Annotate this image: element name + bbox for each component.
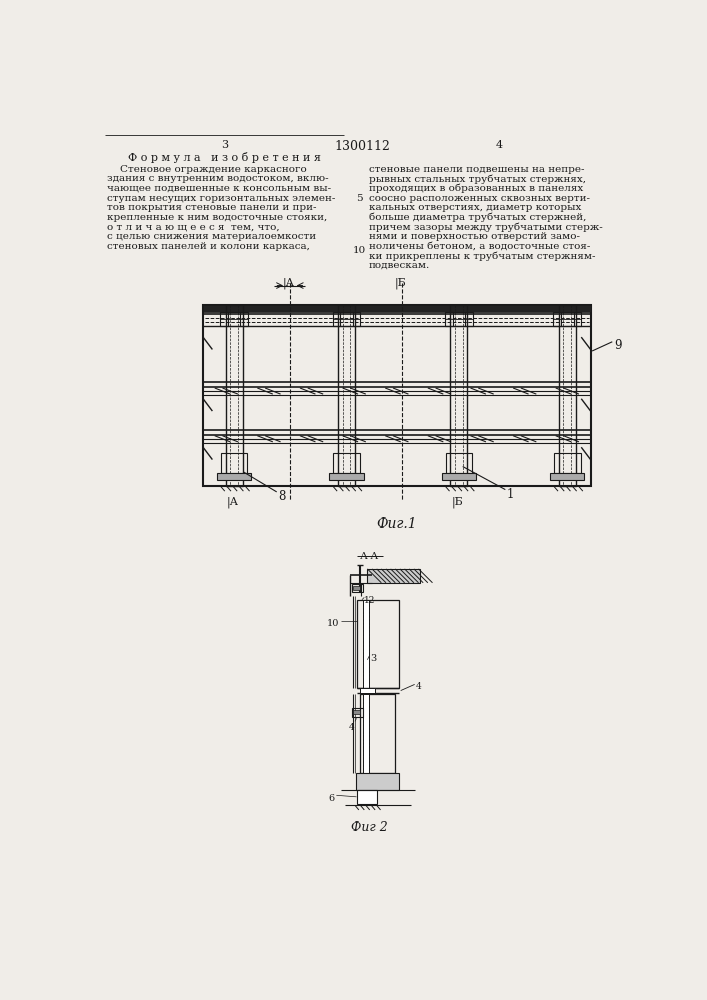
Bar — [360, 694, 395, 773]
Text: тов покрытия стеновые панели и при-: тов покрытия стеновые панели и при- — [107, 203, 317, 212]
Text: 8: 8 — [279, 490, 286, 503]
Text: кальных отверстиях, диаметр которых: кальных отверстиях, диаметр которых — [369, 203, 581, 212]
Text: соосно расположенных сквозных верти-: соосно расположенных сквозных верти- — [369, 194, 590, 203]
Text: 3: 3 — [370, 654, 377, 663]
Bar — [217, 473, 251, 480]
Text: 6: 6 — [329, 794, 335, 803]
Bar — [338, 305, 355, 486]
Bar — [356, 790, 378, 804]
Text: 3: 3 — [221, 140, 228, 150]
Bar — [368, 569, 420, 583]
Bar — [559, 305, 575, 486]
Text: 4: 4 — [349, 723, 355, 732]
Text: |А: |А — [226, 497, 238, 508]
Bar — [352, 708, 363, 717]
Bar — [329, 473, 363, 480]
Bar — [550, 473, 585, 480]
Text: здания с внутренним водостоком, вклю-: здания с внутренним водостоком, вклю- — [107, 174, 329, 183]
Bar — [220, 312, 248, 326]
Text: Фиг.1: Фиг.1 — [377, 517, 417, 531]
Text: причем зазоры между трубчатыми стерж-: причем зазоры между трубчатыми стерж- — [369, 222, 602, 232]
Text: стеновых панелей и колони каркаса,: стеновых панелей и колони каркаса, — [107, 242, 310, 251]
Bar — [354, 586, 360, 590]
Text: Стеновое ограждение каркасного: Стеновое ограждение каркасного — [107, 165, 307, 174]
Text: ки прикреплены к трубчатым стержням-: ки прикреплены к трубчатым стержням- — [369, 251, 595, 261]
Text: о т л и ч а ю щ е е с я  тем, что,: о т л и ч а ю щ е е с я тем, что, — [107, 222, 279, 231]
Text: проходящих в образованных в панелях: проходящих в образованных в панелях — [369, 184, 583, 193]
Text: 10: 10 — [353, 246, 366, 255]
Bar — [332, 312, 361, 326]
Text: 9: 9 — [614, 339, 621, 352]
Text: ноличены бетоном, а водосточные стоя-: ноличены бетоном, а водосточные стоя- — [369, 242, 590, 251]
Bar — [203, 305, 590, 486]
Text: Ф о р м у л а   и з о б р е т е н и я: Ф о р м у л а и з о б р е т е н и я — [129, 152, 321, 163]
Text: с целью снижения материалоемкости: с целью снижения материалоемкости — [107, 232, 316, 241]
Text: рывных стальных трубчатых стержнях,: рывных стальных трубчатых стержнях, — [369, 174, 586, 184]
Text: |Б: |Б — [395, 277, 407, 289]
Text: чающее подвешенные к консольным вы-: чающее подвешенные к консольным вы- — [107, 184, 331, 193]
Bar — [221, 453, 247, 473]
Bar — [354, 710, 360, 714]
Text: А-А: А-А — [360, 552, 380, 561]
Text: нями и поверхностью отверстий замо-: нями и поверхностью отверстий замо- — [369, 232, 580, 241]
Bar — [226, 305, 243, 486]
Bar — [442, 473, 476, 480]
Text: |Б: |Б — [451, 497, 463, 508]
Text: 12: 12 — [364, 596, 375, 605]
Text: ступам несущих горизонтальных элемен-: ступам несущих горизонтальных элемен- — [107, 194, 335, 203]
Text: 1300112: 1300112 — [334, 140, 390, 153]
Bar — [445, 453, 472, 473]
Bar — [363, 694, 369, 773]
Bar — [445, 312, 473, 326]
Text: 10: 10 — [327, 619, 339, 628]
Bar — [360, 688, 375, 693]
Bar — [363, 600, 369, 688]
Text: 1: 1 — [507, 488, 514, 501]
Bar — [352, 584, 363, 592]
Text: больше диаметра трубчатых стержней,: больше диаметра трубчатых стержней, — [369, 213, 586, 222]
Text: Фиг 2: Фиг 2 — [351, 821, 388, 834]
Text: стеновые панели подвешены на непре-: стеновые панели подвешены на непре- — [369, 165, 585, 174]
Text: крепленные к ним водосточные стояки,: крепленные к ним водосточные стояки, — [107, 213, 327, 222]
Bar — [356, 600, 399, 688]
Text: 4: 4 — [416, 682, 421, 691]
Text: подвескам.: подвескам. — [369, 261, 430, 270]
Bar — [450, 305, 467, 486]
Bar — [356, 773, 399, 790]
Bar — [554, 453, 580, 473]
Bar — [333, 453, 360, 473]
Text: 4: 4 — [496, 140, 503, 150]
Text: |А: |А — [282, 277, 294, 289]
Bar — [203, 305, 590, 312]
Text: 5: 5 — [356, 194, 363, 203]
Bar — [554, 312, 581, 326]
